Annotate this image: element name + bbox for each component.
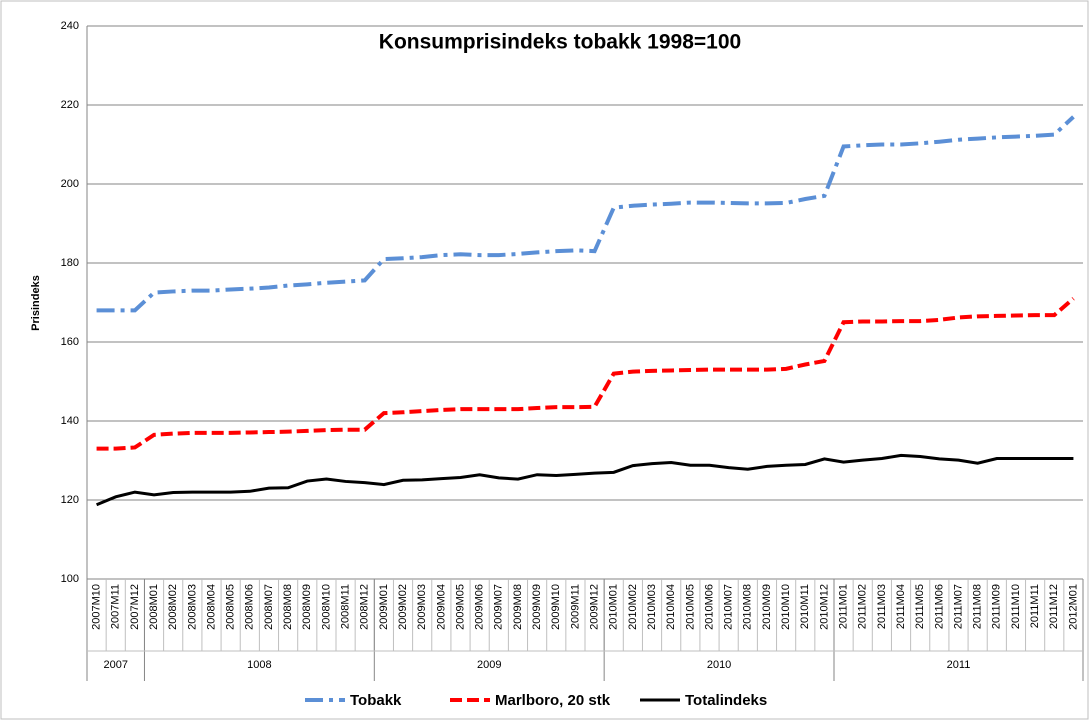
x-tick-label: 2010M06 bbox=[703, 584, 715, 630]
x-tick-label: 2010M08 bbox=[742, 584, 754, 630]
y-tick-label: 140 bbox=[61, 415, 79, 427]
x-tick-label: 2011M07 bbox=[952, 584, 964, 629]
y-tick-label: 220 bbox=[61, 99, 79, 111]
x-tick-label: 2009M03 bbox=[416, 584, 428, 630]
x-tick-label: 2012M01 bbox=[1067, 584, 1079, 630]
x-tick-label: 2008M09 bbox=[301, 584, 313, 630]
x-tick-label: 2007M12 bbox=[129, 584, 141, 630]
x-tick-label: 2010M09 bbox=[761, 584, 773, 630]
y-tick-label: 100 bbox=[61, 573, 79, 585]
x-tick-label: 2010M07 bbox=[723, 584, 735, 630]
y-axis-label: Prisindeks bbox=[30, 275, 42, 331]
y-tick-label: 160 bbox=[61, 336, 79, 348]
x-tick-label: 2009M05 bbox=[454, 584, 466, 630]
group-label: 1008 bbox=[247, 659, 271, 671]
legend-label: Totalindeks bbox=[685, 692, 767, 709]
x-tick-label: 2009M06 bbox=[474, 584, 486, 630]
x-tick-label: 2011M05 bbox=[914, 584, 926, 629]
x-tick-label: 2008M01 bbox=[148, 584, 160, 630]
x-tick-label: 2008M10 bbox=[320, 584, 332, 630]
x-tick-label: 2010M11 bbox=[799, 584, 811, 629]
x-tick-label: 2008M06 bbox=[244, 584, 256, 630]
x-tick-label: 2009M04 bbox=[435, 584, 447, 630]
x-tick-label: 2008M05 bbox=[225, 584, 237, 630]
x-tick-label: 2009M01 bbox=[378, 584, 390, 630]
x-tick-label: 2007M10 bbox=[90, 584, 102, 630]
x-tick-label: 2009M10 bbox=[550, 584, 562, 630]
x-tick-label: 2011M06 bbox=[933, 584, 945, 629]
x-tick-label: 2011M01 bbox=[837, 584, 849, 629]
group-label: 2011 bbox=[947, 659, 971, 671]
x-tick-label: 2009M02 bbox=[397, 584, 409, 630]
series-line bbox=[96, 115, 1075, 313]
x-tick-label: 2010M12 bbox=[818, 584, 830, 630]
x-tick-label: 2008M07 bbox=[263, 584, 275, 630]
x-tick-label: 2011M12 bbox=[1048, 584, 1060, 629]
y-tick-label: 180 bbox=[61, 257, 79, 269]
x-tick-label: 2010M04 bbox=[665, 584, 677, 630]
legend-label: Tobakk bbox=[350, 692, 402, 709]
x-tick-label: 2009M12 bbox=[588, 584, 600, 630]
x-tick-label: 2008M11 bbox=[339, 584, 351, 629]
x-tick-label: 2008M12 bbox=[359, 584, 371, 630]
y-tick-label: 240 bbox=[61, 20, 79, 32]
x-tick-label: 2009M11 bbox=[569, 584, 581, 629]
series-line bbox=[96, 297, 1075, 451]
y-tick-label: 120 bbox=[61, 494, 79, 506]
x-tick-label: 2008M02 bbox=[167, 584, 179, 630]
x-tick-label: 2009M08 bbox=[512, 584, 524, 630]
x-tick-label: 2010M05 bbox=[684, 584, 696, 630]
x-tick-label: 2011M09 bbox=[991, 584, 1003, 629]
x-tick-label: 2011M02 bbox=[857, 584, 869, 629]
group-label: 2010 bbox=[707, 659, 731, 671]
y-tick-label: 200 bbox=[61, 178, 79, 190]
x-tick-label: 2008M04 bbox=[205, 584, 217, 630]
legend-label: Marlboro, 20 stk bbox=[495, 692, 611, 709]
group-label: 2007 bbox=[103, 659, 127, 671]
x-tick-label: 2011M08 bbox=[972, 584, 984, 629]
x-tick-label: 2011M03 bbox=[876, 584, 888, 629]
x-tick-label: 2008M08 bbox=[282, 584, 294, 630]
x-tick-label: 2011M10 bbox=[1010, 584, 1022, 629]
x-tick-label: 2008M03 bbox=[186, 584, 198, 630]
x-tick-label: 2010M01 bbox=[608, 584, 620, 630]
x-tick-label: 2011M11 bbox=[1029, 584, 1041, 628]
x-tick-label: 2010M10 bbox=[780, 584, 792, 630]
x-tick-label: 2009M09 bbox=[531, 584, 543, 630]
group-label: 2009 bbox=[477, 659, 501, 671]
chart-title: Konsumprisindeks tobakk 1998=100 bbox=[379, 31, 741, 54]
x-tick-label: 2011M04 bbox=[895, 584, 907, 629]
x-tick-label: 2010M03 bbox=[646, 584, 658, 630]
x-tick-label: 2010M02 bbox=[627, 584, 639, 630]
series-line bbox=[96, 453, 1074, 507]
x-tick-label: 2009M07 bbox=[493, 584, 505, 630]
x-tick-label: 2007M11 bbox=[110, 584, 122, 629]
